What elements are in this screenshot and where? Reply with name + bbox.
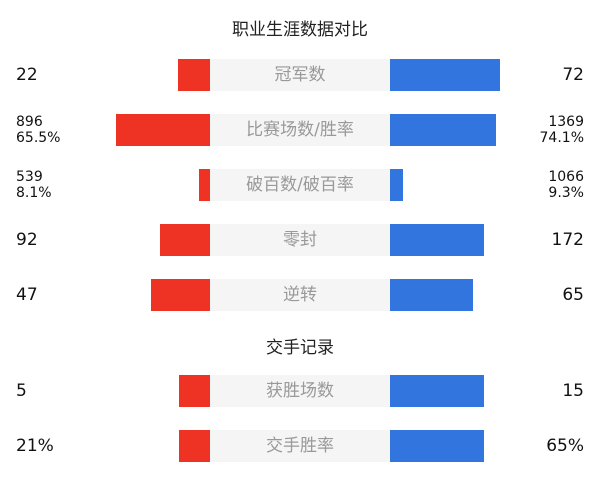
left-bar bbox=[179, 430, 210, 462]
right-bar bbox=[390, 59, 500, 91]
right-value-line: 15 bbox=[562, 381, 584, 401]
left-value-line: 21% bbox=[16, 436, 54, 456]
right-bar bbox=[390, 375, 484, 407]
comparison-row: 零封 92 172 bbox=[0, 224, 600, 256]
left-value: 896 65.5% bbox=[16, 114, 60, 146]
right-value: 172 bbox=[552, 224, 584, 256]
right-value: 1369 74.1% bbox=[540, 114, 584, 146]
left-value-line: 896 bbox=[16, 114, 43, 130]
left-value-line: 5 bbox=[16, 381, 27, 401]
right-value: 72 bbox=[562, 59, 584, 91]
row-label: 比赛场数/胜率 bbox=[210, 114, 390, 146]
comparison-row: 比赛场数/胜率 896 65.5% 1369 74.1% bbox=[0, 114, 600, 146]
row-label: 零封 bbox=[210, 224, 390, 256]
right-value-line: 1066 bbox=[548, 169, 584, 185]
chart-title: 职业生涯数据对比 bbox=[232, 20, 368, 40]
left-bar bbox=[116, 114, 210, 146]
left-value: 21% bbox=[16, 430, 54, 462]
left-value: 539 8.1% bbox=[16, 169, 52, 201]
right-value-line: 72 bbox=[562, 65, 584, 85]
left-value: 5 bbox=[16, 375, 27, 407]
row-label: 冠军数 bbox=[210, 59, 390, 91]
right-bar bbox=[390, 169, 403, 201]
left-value-line: 65.5% bbox=[16, 130, 61, 146]
right-bar bbox=[390, 279, 473, 311]
left-value-line: 92 bbox=[16, 230, 38, 250]
row-label: 逆转 bbox=[210, 279, 390, 311]
left-value: 22 bbox=[16, 59, 38, 91]
left-bar bbox=[150, 279, 210, 311]
comparison-row: 逆转 47 65 bbox=[0, 279, 600, 311]
comparison-row: 交手胜率 21% 65% bbox=[0, 430, 600, 462]
comparison-row: 破百数/破百率 539 8.1% 1066 9.3% bbox=[0, 169, 600, 201]
left-value-line: 539 bbox=[16, 169, 43, 185]
left-value-line: 47 bbox=[16, 285, 38, 305]
left-bar bbox=[159, 224, 210, 256]
right-value: 15 bbox=[562, 375, 584, 407]
row-label: 破百数/破百率 bbox=[210, 169, 390, 201]
left-bar bbox=[177, 59, 210, 91]
left-value: 47 bbox=[16, 279, 38, 311]
comparison-row: 冠军数 22 72 bbox=[0, 59, 600, 91]
left-value-line: 8.1% bbox=[16, 185, 52, 201]
right-bar bbox=[390, 114, 497, 146]
right-value-line: 65% bbox=[546, 436, 584, 456]
comparison-row: 获胜场数 5 15 bbox=[0, 375, 600, 407]
right-value: 65% bbox=[546, 430, 584, 462]
left-bar bbox=[199, 169, 210, 201]
right-bar bbox=[390, 224, 484, 256]
left-bar bbox=[179, 375, 210, 407]
right-value-line: 1369 bbox=[548, 114, 584, 130]
right-value-line: 9.3% bbox=[548, 185, 584, 201]
row-label: 获胜场数 bbox=[210, 375, 390, 407]
section-title-head-to-head: 交手记录 bbox=[266, 338, 334, 358]
left-value: 92 bbox=[16, 224, 38, 256]
right-value: 1066 9.3% bbox=[548, 169, 584, 201]
right-value: 65 bbox=[562, 279, 584, 311]
right-value-line: 172 bbox=[551, 230, 584, 250]
left-value-line: 22 bbox=[16, 65, 38, 85]
right-bar bbox=[390, 430, 484, 462]
right-value-line: 65 bbox=[562, 285, 584, 305]
row-label: 交手胜率 bbox=[210, 430, 390, 462]
right-value-line: 74.1% bbox=[539, 130, 584, 146]
